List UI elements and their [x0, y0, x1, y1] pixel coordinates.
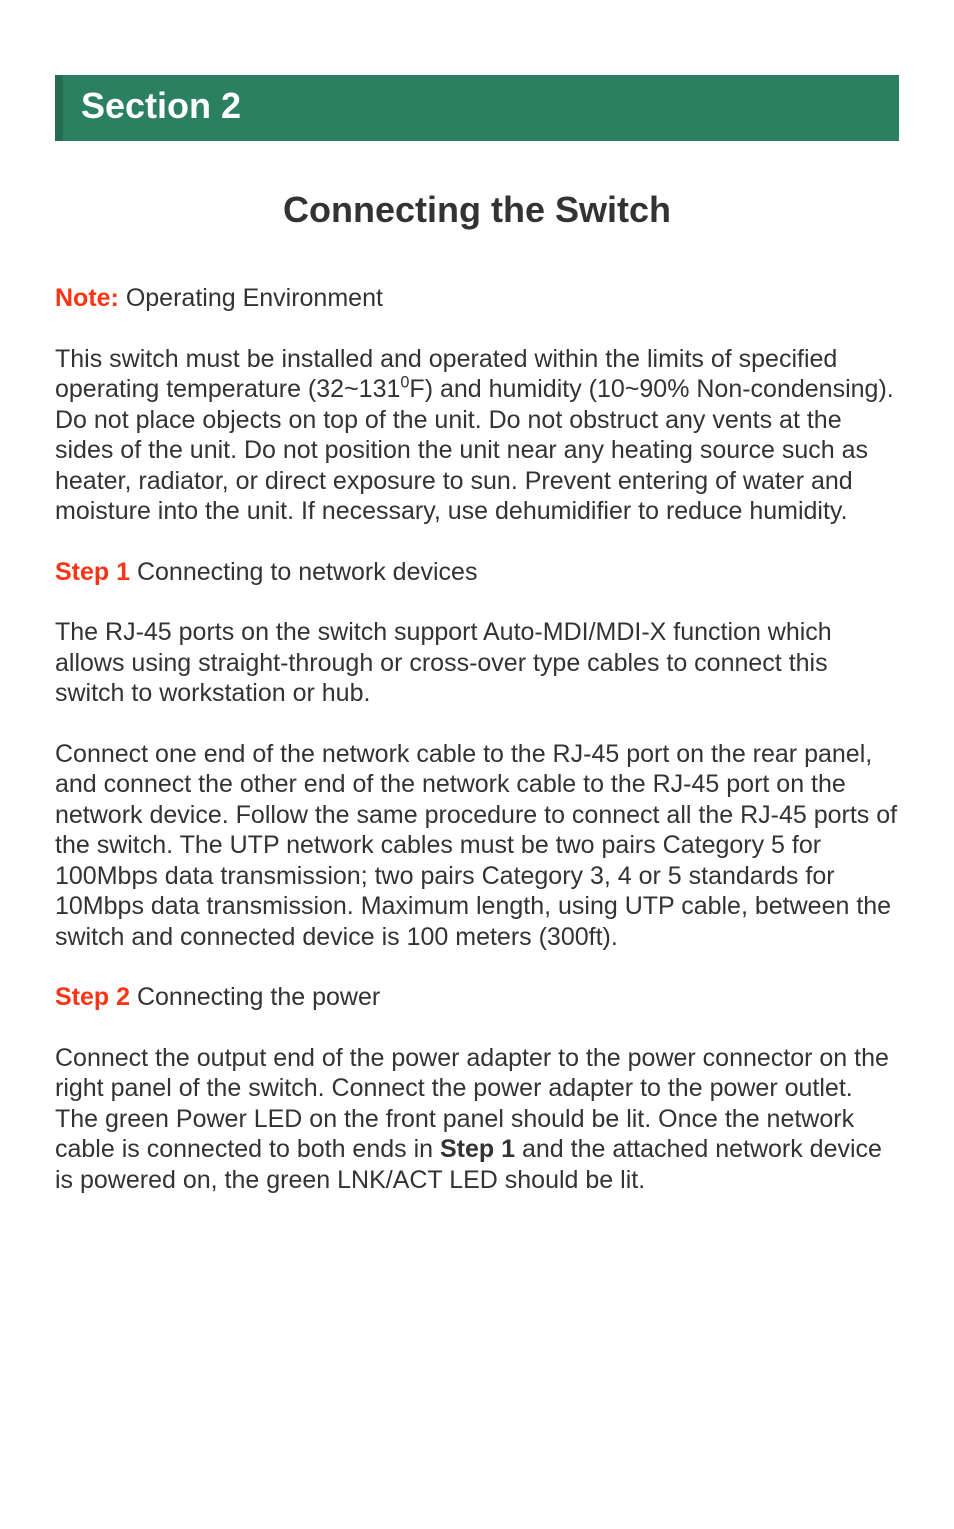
note-label: Note: — [55, 284, 119, 312]
section-banner: Section 2 — [55, 75, 899, 141]
step2-heading-text: Connecting the power — [130, 983, 380, 1011]
note-body: This switch must be installed and operat… — [55, 344, 899, 527]
section-banner-label: Section 2 — [81, 85, 241, 126]
step2-label: Step 2 — [55, 983, 130, 1011]
step1-heading: Step 1 Connecting to network devices — [55, 557, 899, 588]
note-heading-text: Operating Environment — [119, 284, 383, 312]
step2-heading: Step 2 Connecting the power — [55, 982, 899, 1013]
step1-heading-text: Connecting to network devices — [130, 558, 477, 586]
step1-label: Step 1 — [55, 558, 130, 586]
page-title: Connecting the Switch — [55, 189, 899, 231]
step2-para-bold: Step 1 — [440, 1135, 515, 1163]
step1-para2: Connect one end of the network cable to … — [55, 739, 899, 953]
note-heading: Note: Operating Environment — [55, 283, 899, 314]
step2-para: Connect the output end of the power adap… — [55, 1043, 899, 1196]
step1-para1: The RJ-45 ports on the switch support Au… — [55, 617, 899, 709]
